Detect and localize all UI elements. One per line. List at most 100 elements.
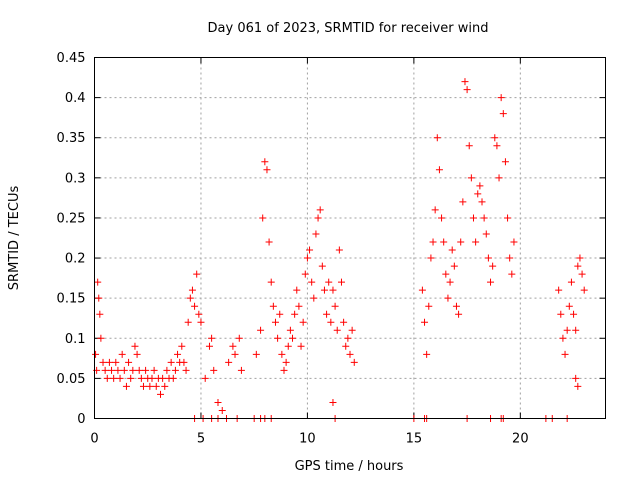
data-point [431, 206, 439, 214]
data-point [572, 326, 580, 334]
data-point [459, 198, 467, 206]
data-point [120, 366, 128, 374]
data-point [118, 350, 126, 358]
data-point [574, 382, 582, 390]
data-point [497, 94, 505, 102]
y-tick-label: 0.4 [65, 91, 86, 106]
data-point [457, 238, 465, 246]
data-point [129, 366, 137, 374]
data-point [133, 350, 141, 358]
x-tick-label: 0 [90, 432, 98, 447]
data-point [92, 350, 100, 358]
data-point [504, 214, 512, 222]
data-point [508, 270, 516, 278]
data-point [257, 326, 265, 334]
data-point [306, 246, 314, 254]
x-axis-ticks: 0 5 10 15 20 [90, 57, 529, 447]
data-point [286, 326, 294, 334]
data-point [435, 166, 443, 174]
data-point [214, 398, 222, 406]
data-point [570, 310, 578, 318]
data-point [331, 302, 339, 310]
data-point [574, 262, 582, 270]
data-point [205, 342, 213, 350]
data-point [576, 254, 584, 262]
data-point [482, 230, 490, 238]
data-point [94, 278, 102, 286]
data-point [325, 278, 333, 286]
data-point [337, 278, 345, 286]
data-point [225, 358, 233, 366]
data-point [150, 366, 158, 374]
data-point [263, 166, 271, 174]
data-point [186, 294, 194, 302]
data-point [271, 318, 279, 326]
data-point [335, 246, 343, 254]
x-tick-label: 10 [299, 432, 316, 447]
data-point [276, 310, 284, 318]
data-point [267, 278, 275, 286]
data-point [184, 318, 192, 326]
data-point [174, 350, 182, 358]
data-point [452, 302, 460, 310]
data-point [559, 334, 567, 342]
data-point [261, 158, 269, 166]
data-point [557, 310, 565, 318]
y-tick-label: 0.2 [65, 252, 86, 267]
data-point [157, 390, 165, 398]
data-point [105, 358, 113, 366]
data-point [342, 342, 350, 350]
data-point [506, 254, 514, 262]
data-point [448, 246, 456, 254]
data-point [350, 358, 358, 366]
y-tick-label: 0.45 [57, 51, 86, 66]
data-point [265, 238, 273, 246]
data-point [455, 310, 463, 318]
data-point [348, 326, 356, 334]
data-point [427, 254, 435, 262]
data-point [310, 294, 318, 302]
data-point [433, 134, 441, 142]
y-tick-label: 0.15 [57, 292, 86, 307]
y-tick-label: 0.3 [65, 171, 86, 186]
data-point [478, 198, 486, 206]
data-point [278, 350, 286, 358]
data-point [284, 342, 292, 350]
grid [94, 57, 606, 419]
data-point [467, 174, 475, 182]
data-point [578, 270, 586, 278]
data-point [163, 366, 171, 374]
data-point [561, 350, 569, 358]
data-point [316, 206, 324, 214]
data-point [182, 366, 190, 374]
data-point [495, 174, 503, 182]
data-point [489, 262, 497, 270]
x-axis-label: GPS time / hours [295, 459, 404, 474]
data-point [146, 382, 154, 390]
data-point [333, 326, 341, 334]
data-point [555, 286, 563, 294]
data-point [484, 254, 492, 262]
data-point [169, 374, 177, 382]
data-point [99, 358, 107, 366]
data-point [320, 286, 328, 294]
data-point [280, 366, 288, 374]
x-tick-label: 20 [512, 432, 529, 447]
x-tick-label: 15 [406, 432, 423, 447]
data-point [131, 342, 139, 350]
data-point [137, 374, 145, 382]
data-point [171, 366, 179, 374]
data-point [491, 134, 499, 142]
data-point [463, 86, 471, 94]
data-point [308, 278, 316, 286]
data-point [201, 374, 209, 382]
data-point [167, 358, 175, 366]
data-point [159, 374, 167, 382]
data-point [563, 326, 571, 334]
data-point [461, 78, 469, 86]
data-point [218, 406, 226, 414]
data-point [418, 286, 426, 294]
data-point [425, 302, 433, 310]
data-point [148, 374, 156, 382]
